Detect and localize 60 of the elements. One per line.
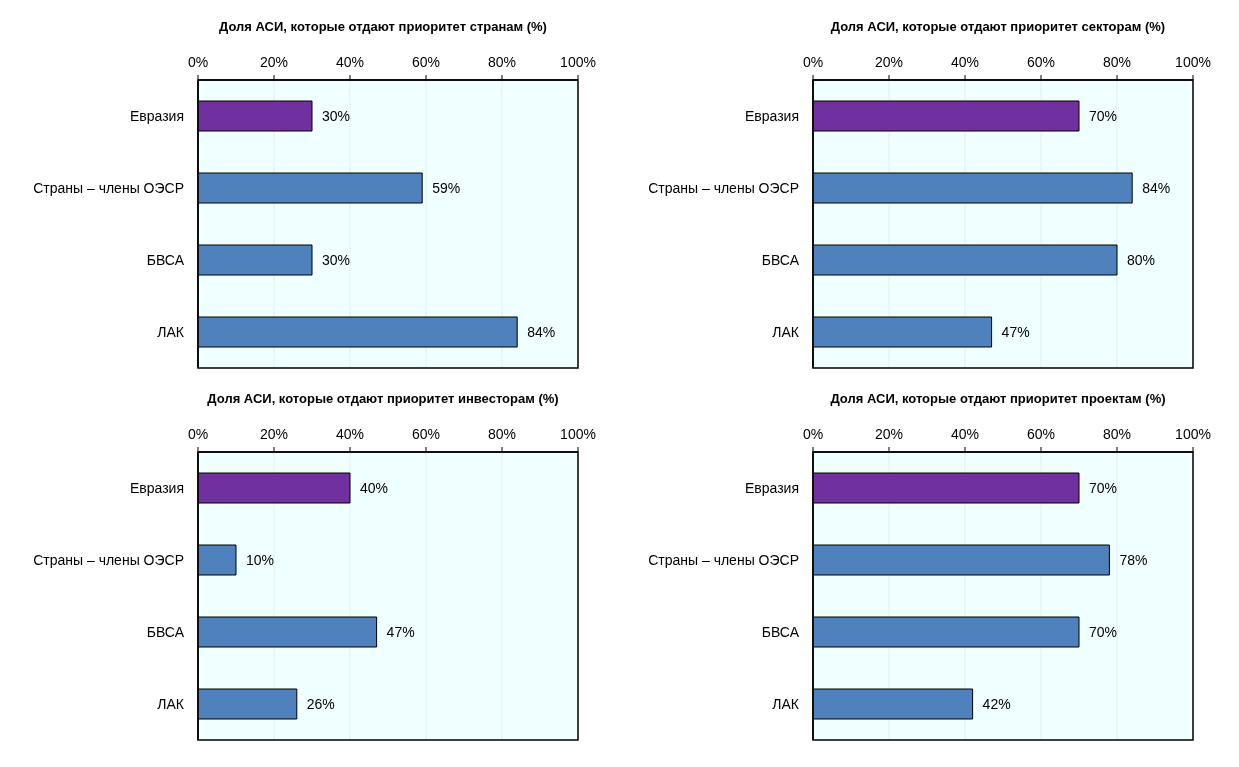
x-tick-label: 60% <box>1026 54 1056 70</box>
x-tick-label: 20% <box>259 54 289 70</box>
data-label: 80% <box>1127 251 1156 268</box>
x-tick-label: 0% <box>187 426 209 442</box>
y-tick-label: Страны – члены ОЭСР <box>648 551 799 568</box>
data-label: 26% <box>306 695 335 712</box>
y-tick-label: ЛАК <box>772 323 800 340</box>
data-label: 30% <box>322 251 351 268</box>
data-label: 30% <box>322 107 351 124</box>
x-tick-label: 0% <box>802 426 824 442</box>
x-tick-label: 40% <box>335 54 365 70</box>
x-tick-label: 40% <box>335 426 365 442</box>
y-tick-label: ЛАК <box>157 323 185 340</box>
data-label: 47% <box>1001 323 1030 340</box>
y-tick-label: БВСА <box>146 251 185 268</box>
data-label: 70% <box>1089 623 1118 640</box>
data-label: 70% <box>1089 479 1118 496</box>
chart-title: Доля АСИ, которые отдают приоритет секторам (%) <box>829 18 1167 36</box>
data-label: 84% <box>527 323 556 340</box>
data-label: 47% <box>386 623 415 640</box>
x-tick-label: 80% <box>487 426 517 442</box>
y-tick-label: БВСА <box>761 623 800 640</box>
data-label: 42% <box>982 695 1011 712</box>
x-tick-label: 40% <box>950 54 980 70</box>
data-label: 70% <box>1089 107 1118 124</box>
data-label: 78% <box>1119 551 1148 568</box>
x-tick-label: 0% <box>187 54 209 70</box>
y-tick-label: Евразия <box>744 479 799 496</box>
y-tick-label: Страны – члены ОЭСР <box>33 179 184 196</box>
x-tick-label: 80% <box>1102 54 1132 70</box>
y-tick-label: Евразия <box>129 107 184 124</box>
chart-title: Доля АСИ, которые отдают приоритет проектам (%) <box>829 390 1167 408</box>
y-tick-label: Евразия <box>129 479 184 496</box>
x-tick-label: 100% <box>560 426 596 442</box>
x-tick-label: 80% <box>1102 426 1132 442</box>
chart-title: Доля АСИ, которые отдают приоритет инвесторам (%) <box>206 390 560 408</box>
x-tick-label: 40% <box>950 426 980 442</box>
y-tick-label: Страны – члены ОЭСР <box>648 179 799 196</box>
y-tick-label: Страны – члены ОЭСР <box>33 551 184 568</box>
data-label: 84% <box>1142 179 1171 196</box>
y-tick-label: ЛАК <box>772 695 800 712</box>
data-label: 59% <box>432 179 461 196</box>
x-tick-label: 100% <box>1175 54 1211 70</box>
x-tick-label: 20% <box>259 426 289 442</box>
y-tick-label: Евразия <box>744 107 799 124</box>
data-label: 10% <box>246 551 275 568</box>
x-tick-label: 60% <box>411 54 441 70</box>
x-tick-label: 20% <box>874 426 904 442</box>
y-tick-label: ЛАК <box>157 695 185 712</box>
x-tick-label: 0% <box>802 54 824 70</box>
x-tick-label: 20% <box>874 54 904 70</box>
x-tick-label: 80% <box>487 54 517 70</box>
x-tick-label: 100% <box>1175 426 1211 442</box>
chart-title: Доля АСИ, которые отдают приоритет странам (%) <box>218 18 548 36</box>
data-label: 40% <box>360 479 389 496</box>
x-tick-label: 60% <box>1026 426 1056 442</box>
y-tick-label: БВСА <box>146 623 185 640</box>
x-tick-label: 60% <box>411 426 441 442</box>
y-tick-label: БВСА <box>761 251 800 268</box>
x-tick-label: 100% <box>560 54 596 70</box>
